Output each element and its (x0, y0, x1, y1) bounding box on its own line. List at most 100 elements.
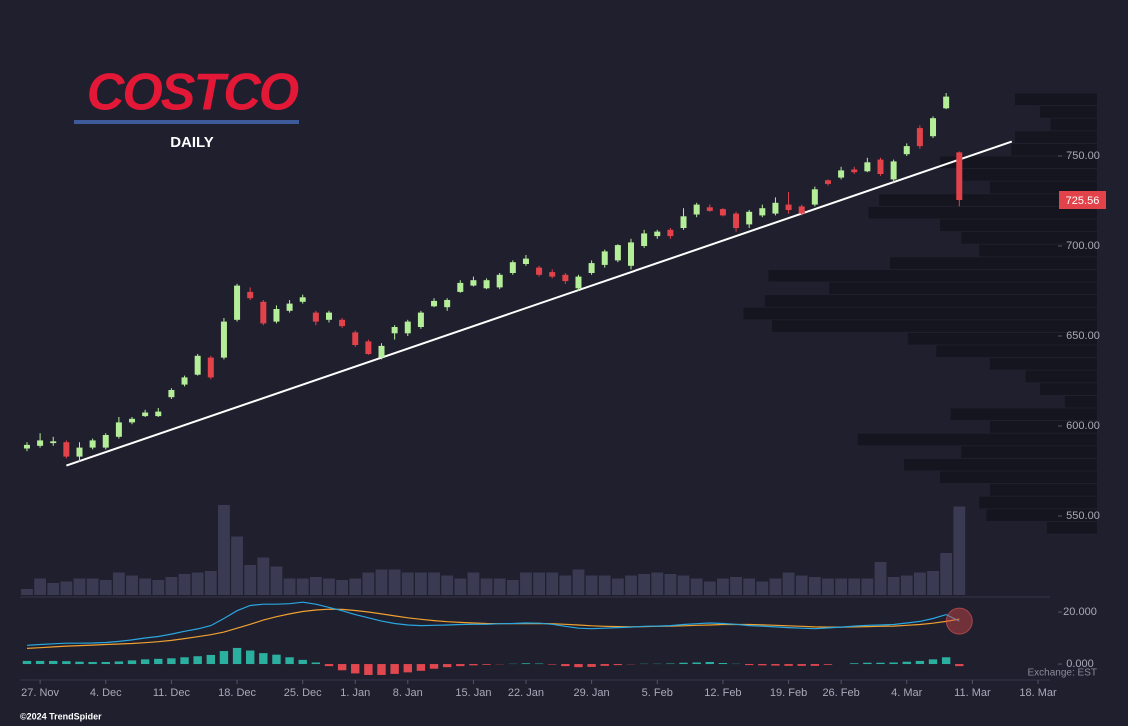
volume-bar (414, 572, 427, 595)
x-tick-label: 15. Jan (455, 687, 491, 699)
macd-histogram-bar (127, 660, 137, 665)
candle-body (181, 377, 188, 385)
volume-bar (231, 536, 243, 595)
macd-histogram-bar (206, 654, 216, 665)
y-tick-label: 750.00 (1066, 150, 1100, 162)
volume-bar (835, 578, 848, 595)
candle-body (457, 282, 464, 292)
logo: COSTCO (87, 64, 299, 122)
volume-bar (664, 574, 677, 595)
candle-body (260, 301, 267, 324)
macd-histogram-bar (810, 664, 820, 666)
profile-bar (764, 295, 1097, 307)
profile-bar (961, 232, 1097, 244)
candle-body (312, 312, 319, 322)
volume-bar (191, 572, 204, 595)
volume-bar (165, 577, 178, 595)
macd-histogram-bar (705, 661, 714, 665)
profile-bar (939, 156, 1097, 169)
volume-bar (690, 578, 703, 595)
y-tick-label: 600.00 (1066, 420, 1100, 432)
profile-bar (989, 484, 1097, 496)
macd-histogram-bar (941, 657, 951, 665)
subtitle: DAILY (170, 134, 214, 151)
macd-histogram-bar (429, 664, 439, 669)
volume-bar (625, 575, 637, 595)
candle-body (667, 229, 674, 237)
candle-body (207, 357, 214, 378)
exchange-note: Exchange: EST (1028, 668, 1097, 679)
macd-histogram-bar (140, 659, 150, 665)
macd-histogram-bar (876, 662, 885, 665)
volume-bar (520, 572, 532, 595)
volume-bar (861, 578, 874, 595)
volume-bar (47, 583, 60, 595)
volume-bar (126, 575, 138, 595)
volume-bar (743, 578, 756, 595)
profile-bar (829, 282, 1097, 295)
macd-histogram-bar (534, 663, 544, 665)
profile-bar (907, 332, 1097, 345)
macd-histogram-bar (272, 654, 281, 665)
candle-body (772, 202, 779, 214)
logo-underline (74, 120, 299, 124)
candle-body (339, 319, 346, 327)
profile-bar (1011, 143, 1097, 156)
macd-histogram-bar (692, 662, 701, 665)
profile-bar (939, 219, 1097, 232)
macd-histogram-bar (666, 663, 675, 665)
candle-body (102, 435, 109, 448)
candle-body (63, 442, 70, 457)
profile-bar (857, 433, 1097, 446)
volume-bar (533, 572, 545, 595)
x-tick-label: 18. Mar (1019, 687, 1057, 699)
macd-histogram-bar (390, 664, 399, 674)
volume-bar (848, 578, 861, 595)
volume-bar (375, 569, 388, 595)
candle-body (916, 128, 923, 147)
volume-bar (139, 578, 152, 595)
y-tick-label: 700.00 (1066, 240, 1100, 252)
candle-body (115, 422, 122, 437)
volume-bar (822, 578, 834, 595)
macd-histogram-bar (600, 664, 609, 666)
candle-body (798, 206, 805, 214)
profile-bar (1039, 106, 1097, 118)
candle-body (89, 440, 96, 448)
macd-line (26, 601, 960, 646)
profile-bar (979, 496, 1097, 509)
volume-bar (493, 578, 506, 595)
macd-histogram-bar (758, 664, 767, 666)
volume-bar (638, 574, 651, 595)
candle-body (811, 189, 818, 205)
volume-bar (178, 574, 191, 595)
candle-body (706, 207, 713, 211)
profile-bar (1025, 370, 1097, 383)
macd-histogram-bar (75, 661, 84, 665)
macd-histogram-bar (456, 664, 465, 667)
volume-bar (270, 566, 283, 595)
macd-histogram-bar (259, 653, 268, 665)
volume-bar (257, 557, 270, 595)
profile-bar (772, 320, 1097, 332)
candle-body (746, 211, 753, 225)
candle-body (273, 309, 280, 322)
volume-bar (572, 569, 585, 595)
macd-histogram-bar (337, 664, 347, 671)
volume-bar (21, 589, 33, 595)
candle-body (693, 204, 700, 215)
profile-bar (1047, 521, 1097, 534)
candle-body (299, 297, 306, 302)
macd-histogram-bar (889, 662, 898, 665)
candle-body (404, 321, 411, 334)
macd-histogram-bar (49, 660, 58, 665)
candle-body (352, 332, 359, 345)
x-tick-label: 11. Dec (153, 687, 191, 699)
volume-bar (559, 575, 572, 595)
volume-bar (428, 572, 440, 595)
volume-bar (769, 578, 782, 595)
profile-bar (868, 206, 1097, 219)
candle-body (903, 146, 910, 155)
volume-bar (900, 575, 913, 595)
trendline (66, 140, 1013, 467)
